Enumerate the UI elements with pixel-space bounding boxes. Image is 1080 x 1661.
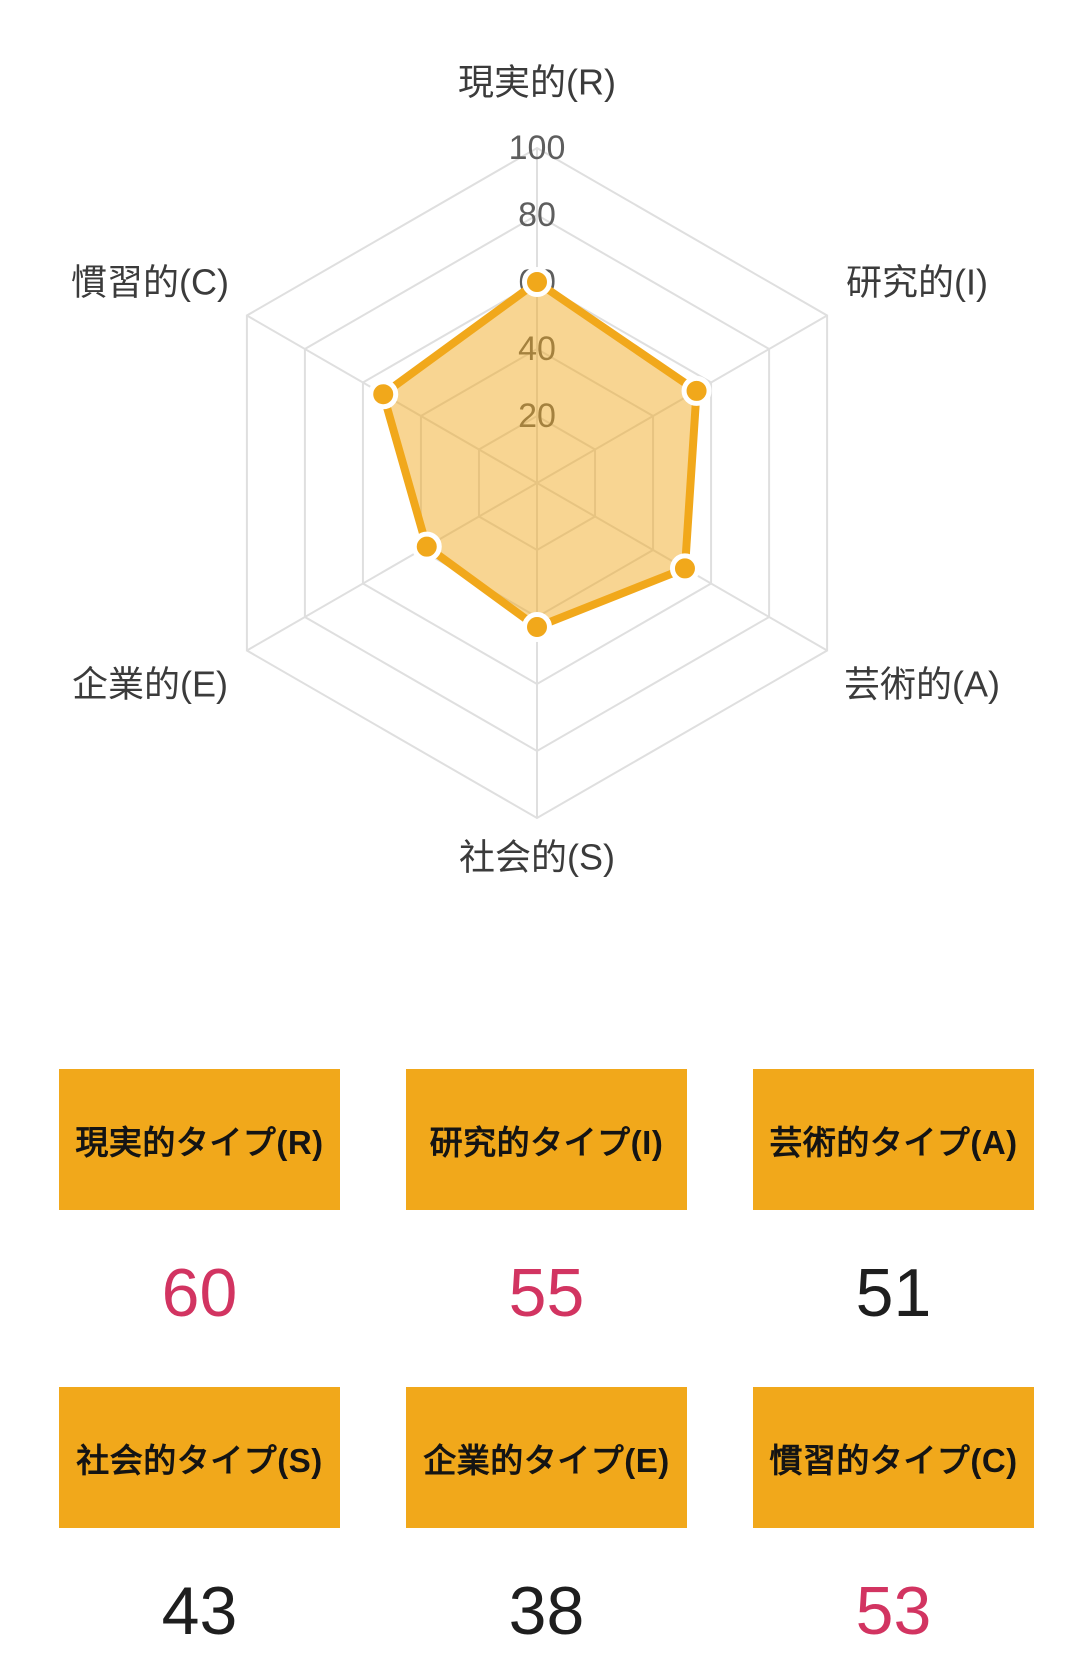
radar-axis-labels: 現実的(R) 研究的(I) 芸術的(A) 社会的(S) 企業的(E) 慣習的(C) [71,62,1000,878]
grid-spoke [536,314,828,484]
radar-chart: 20406080100 現実的(R)研究的(I)芸術的(A)社会的(S)企業的(… [71,62,1000,878]
radar-data-series [368,267,712,643]
type-card-label: 慣習的タイプ(C) [753,1387,1034,1528]
type-card-label: 芸術的タイプ(A) [753,1069,1034,1210]
axis-label: 現実的(R) [458,62,616,103]
type-cell-realistic: 現実的タイプ(R) 60 [59,1069,340,1328]
type-card-label: 社会的タイプ(S) [59,1387,340,1528]
data-polygon [379,278,701,632]
type-score: 55 [508,1255,585,1331]
type-card-label: 研究的タイプ(I) [406,1069,687,1210]
radar-grid [245,146,829,820]
type-cell-investigative: 研究的タイプ(I) 55 [406,1069,687,1328]
axis-label: 研究的(I) [846,262,988,303]
type-score: 60 [161,1255,238,1331]
tick-label: 80 [518,196,556,234]
axis-label: 慣習的(C) [71,262,229,303]
data-point [522,612,552,643]
tick-label: 20 [518,397,556,435]
tick-label: 40 [518,330,556,368]
type-score: 53 [855,1573,932,1649]
grid-spoke [246,482,538,652]
data-point [411,531,442,562]
axis-label: 社会的(S) [459,837,615,878]
type-score: 51 [855,1255,932,1331]
data-point [522,267,552,297]
data-point [681,375,712,406]
tick-label: 100 [509,129,566,167]
type-score: 38 [508,1573,585,1649]
axis-label: 企業的(E) [72,664,228,705]
type-cell-social: 社会的タイプ(S) 43 [59,1387,340,1646]
type-score: 43 [161,1573,238,1649]
type-card-label: 企業的タイプ(E) [406,1387,687,1528]
type-card-label: 現実的タイプ(R) [59,1069,340,1210]
type-cell-enterprising: 企業的タイプ(E) 38 [406,1387,687,1646]
type-score-cards: 現実的タイプ(R) 60 研究的タイプ(I) 55 芸術的タイプ(A) 51 社… [59,1069,1034,1646]
type-cell-artistic: 芸術的タイプ(A) 51 [753,1069,1034,1328]
data-point [669,553,700,584]
data-point [368,379,399,410]
type-cell-conventional: 慣習的タイプ(C) 53 [753,1387,1034,1646]
axis-label: 芸術的(A) [844,664,1000,705]
